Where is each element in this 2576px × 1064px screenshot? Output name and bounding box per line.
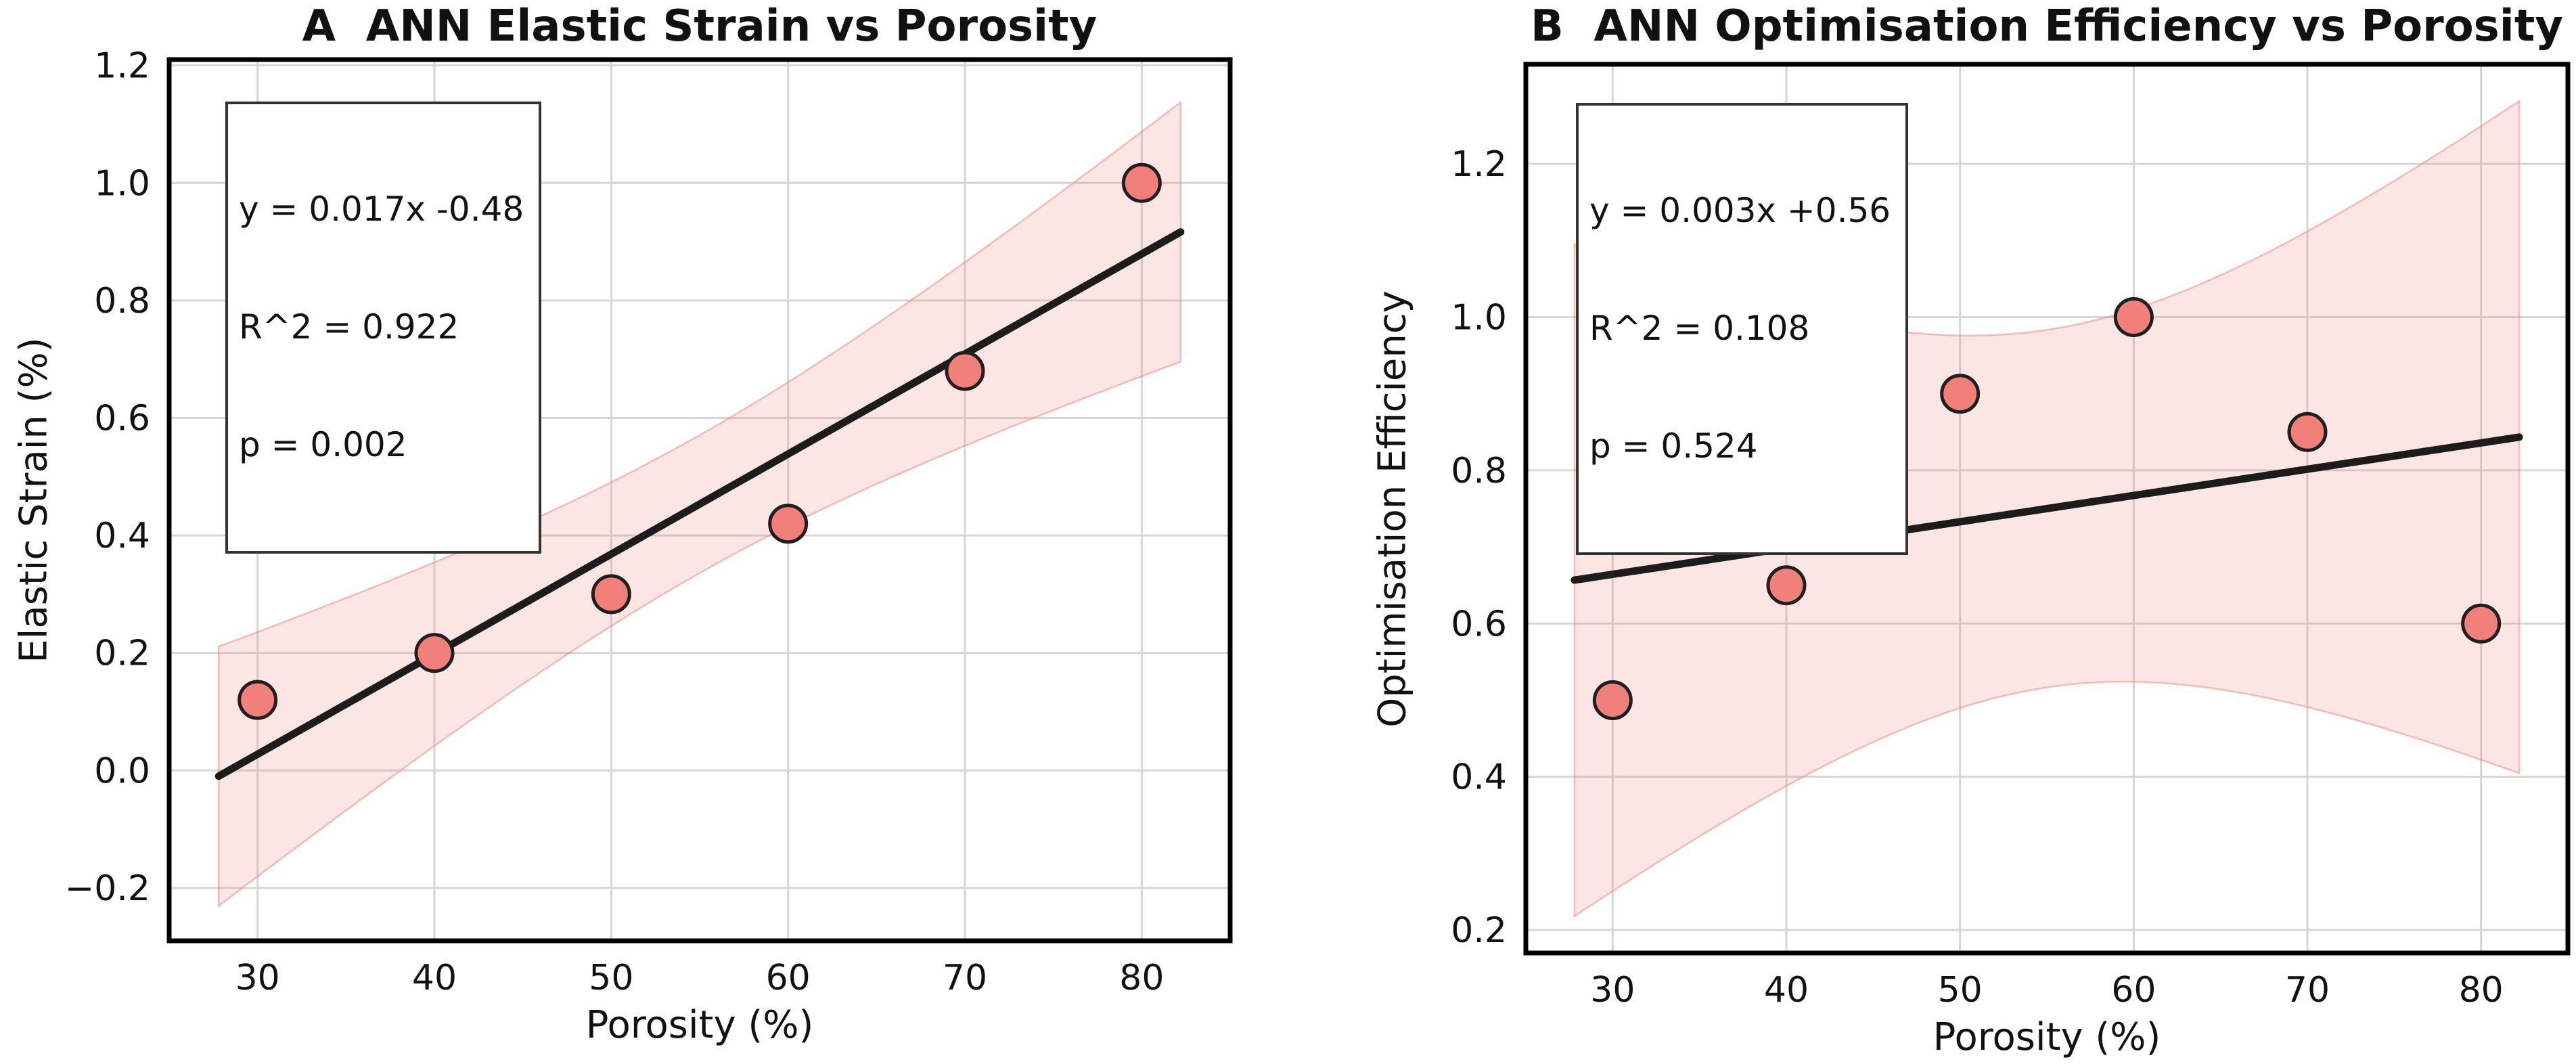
x-tick-label: 50 [1938,970,1983,1011]
axes-frame [166,57,1233,944]
x-tick-label: 70 [943,958,987,998]
panel-a-xlabel: Porosity (%) [585,1003,814,1047]
panel-b-regression-stats-box: y = 0.003x +0.56 R^2 = 0.108 p = 0.524 [1576,103,1909,555]
x-tick-label: 80 [2459,970,2504,1011]
panel-a-title: A ANN Elastic Strain vs Porosity [302,1,1098,51]
x-tick-label: 50 [589,958,633,998]
y-tick-label: 0.6 [1451,604,1507,644]
equation-text: y = 0.003x +0.56 [1589,191,1891,230]
y-tick-label: 0.2 [1451,910,1507,951]
y-tick-label: 1.2 [1451,144,1507,185]
r-squared-text: R^2 = 0.922 [239,307,459,347]
regression-line [214,228,1185,780]
r-squared-text: R^2 = 0.108 [1589,309,1810,348]
p-value-text: p = 0.002 [239,425,407,464]
y-tick-label: 0.4 [94,516,150,556]
x-tick-label: 40 [412,958,457,998]
x-tick-label: 70 [2285,970,2330,1011]
data-point [768,504,809,544]
data-point [591,574,631,615]
x-tick-label: 40 [1764,970,1809,1011]
data-point [2287,412,2328,452]
equation-text: y = 0.017x -0.48 [239,190,524,229]
y-tick-label: 1.2 [94,46,150,87]
panel-a-ylabel: Elastic Strain (%) [12,337,56,663]
x-tick-label: 30 [235,958,280,998]
y-tick-label: 0.2 [94,634,150,674]
data-point [238,680,278,720]
x-tick-label: 30 [1590,970,1635,1011]
panel-a-regression-stats-box: y = 0.017x -0.48 R^2 = 0.922 p = 0.002 [225,102,542,554]
data-point [2113,297,2154,338]
y-tick-label: 0.6 [94,398,150,439]
data-point [1766,565,1807,606]
panel-b-xlabel: Porosity (%) [1933,1015,2161,1059]
data-point [1940,374,1981,414]
x-tick-label: 80 [1119,958,1164,998]
regression-line [1571,433,2523,584]
data-point [1121,162,1162,203]
data-point [945,351,985,391]
y-tick-label: 0.0 [94,751,150,791]
panel-b-ylabel: Optimisation Efficiency [1370,290,1415,728]
panel-b-title: B ANN Optimisation Efficiency vs Porosit… [1531,1,2563,51]
x-tick-label: 60 [766,958,811,998]
p-value-text: p = 0.524 [1589,426,1758,466]
x-tick-label: 60 [2111,970,2156,1011]
y-tick-label: −0.2 [65,868,150,909]
data-point [414,633,455,673]
y-tick-label: 0.8 [1451,451,1507,491]
y-tick-label: 1.0 [1451,298,1507,338]
data-point [1592,680,1633,720]
y-tick-label: 1.0 [94,163,150,204]
axes-frame [1523,62,2571,956]
y-tick-label: 0.8 [94,281,150,322]
data-point [2461,603,2502,644]
y-tick-label: 0.4 [1451,757,1507,798]
